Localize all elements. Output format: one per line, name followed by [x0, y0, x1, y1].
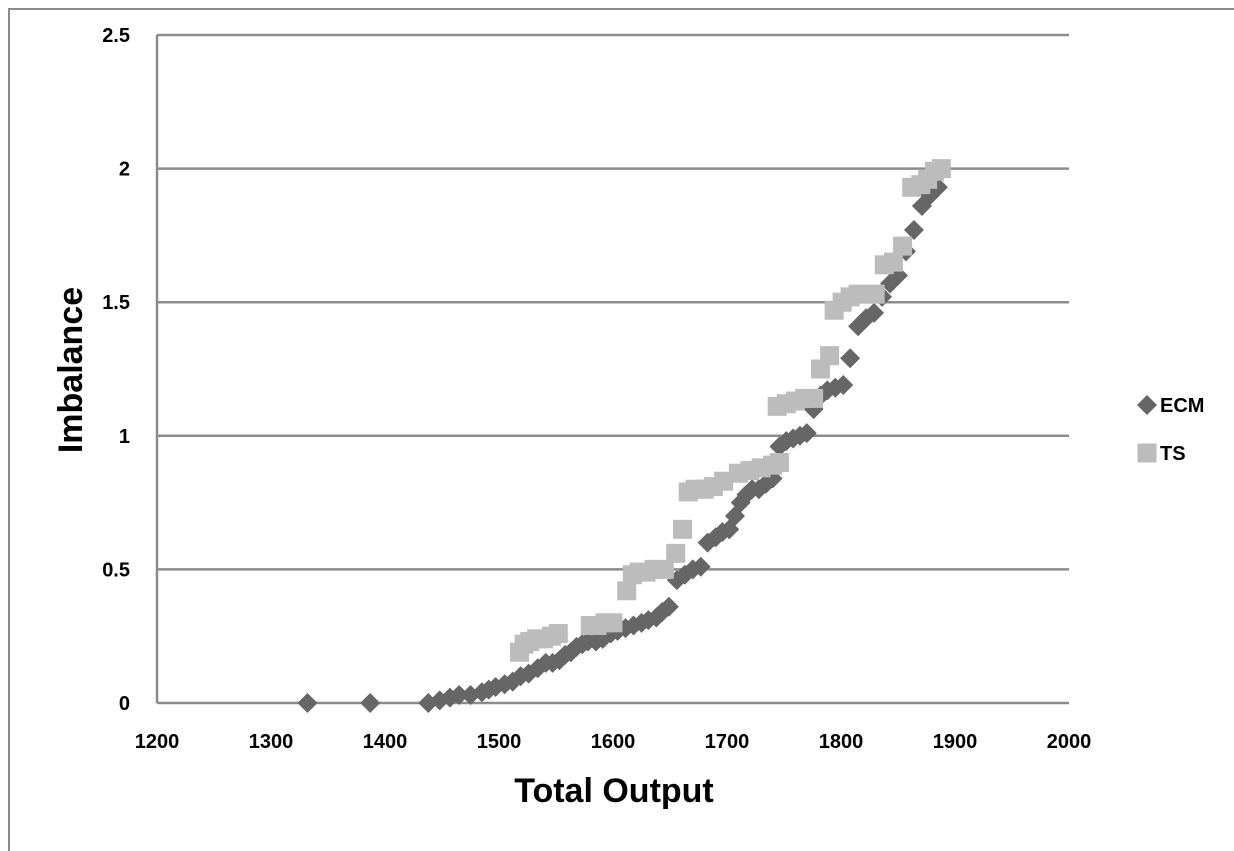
y-axis-title: Imbalance [52, 287, 90, 453]
ecm-point [864, 302, 885, 323]
ecm-point [297, 693, 318, 713]
x-tick-label: 2000 [1047, 731, 1092, 753]
series-layer [297, 159, 951, 713]
series-ecm [297, 177, 948, 713]
legend-ts-marker [1137, 443, 1157, 463]
ecm-point [724, 505, 745, 526]
ecm-point [658, 596, 679, 617]
ts-point [893, 236, 913, 256]
x-tick-label: 1600 [591, 731, 636, 753]
legend-ecm-marker [1137, 395, 1157, 415]
ts-point [865, 284, 885, 304]
ts-point [883, 252, 903, 272]
legend: ECM TS [1137, 395, 1204, 465]
ecm-point [840, 348, 861, 369]
x-tick-label: 1900 [933, 731, 978, 753]
y-tick-label: 0.5 [102, 559, 130, 581]
chart-frame [8, 8, 1234, 851]
x-tick-label: 1300 [249, 731, 294, 753]
ecm-point [903, 220, 924, 241]
ts-point [931, 159, 951, 179]
y-tick-labels: 0 0.5 1 1.5 2 2.5 [102, 25, 130, 715]
y-tick-label: 1 [119, 426, 130, 448]
x-tick-label: 1500 [477, 731, 522, 753]
legend-label: ECM [1160, 395, 1204, 417]
legend-item-ts: TS [1137, 443, 1186, 465]
legend-item-ecm: ECM [1137, 395, 1204, 417]
ts-point [820, 346, 840, 366]
ecm-point [360, 693, 381, 713]
y-tick-label: 1.5 [102, 292, 130, 314]
ts-point [548, 624, 568, 644]
x-tick-label: 1200 [135, 731, 180, 753]
y-tick-label: 2 [119, 159, 130, 181]
y-tick-label: 2.5 [102, 25, 130, 47]
x-tick-label: 1700 [705, 731, 750, 753]
ts-point [654, 559, 674, 579]
x-axis-title: Total Output [514, 772, 714, 810]
ts-point [714, 471, 734, 491]
ts-point [603, 613, 623, 633]
ts-point [666, 543, 686, 563]
ecm-point [690, 556, 711, 577]
ts-point [617, 581, 637, 601]
y-tick-label: 0 [119, 693, 130, 715]
ecm-point [833, 375, 854, 396]
ecm-point [449, 684, 470, 705]
series-ts [510, 159, 951, 662]
ecm-point [796, 423, 817, 444]
x-tick-labels: 1200 1300 1400 1500 1600 1700 1800 1900 2000 [135, 731, 1092, 753]
ts-point [848, 284, 868, 304]
ts-point [804, 388, 824, 408]
x-tick-label: 1400 [363, 731, 408, 753]
ts-point [769, 453, 789, 473]
gridlines [155, 33, 1069, 705]
ts-point [673, 519, 693, 539]
legend-label: TS [1160, 443, 1186, 465]
x-tick-label: 1800 [819, 731, 864, 753]
